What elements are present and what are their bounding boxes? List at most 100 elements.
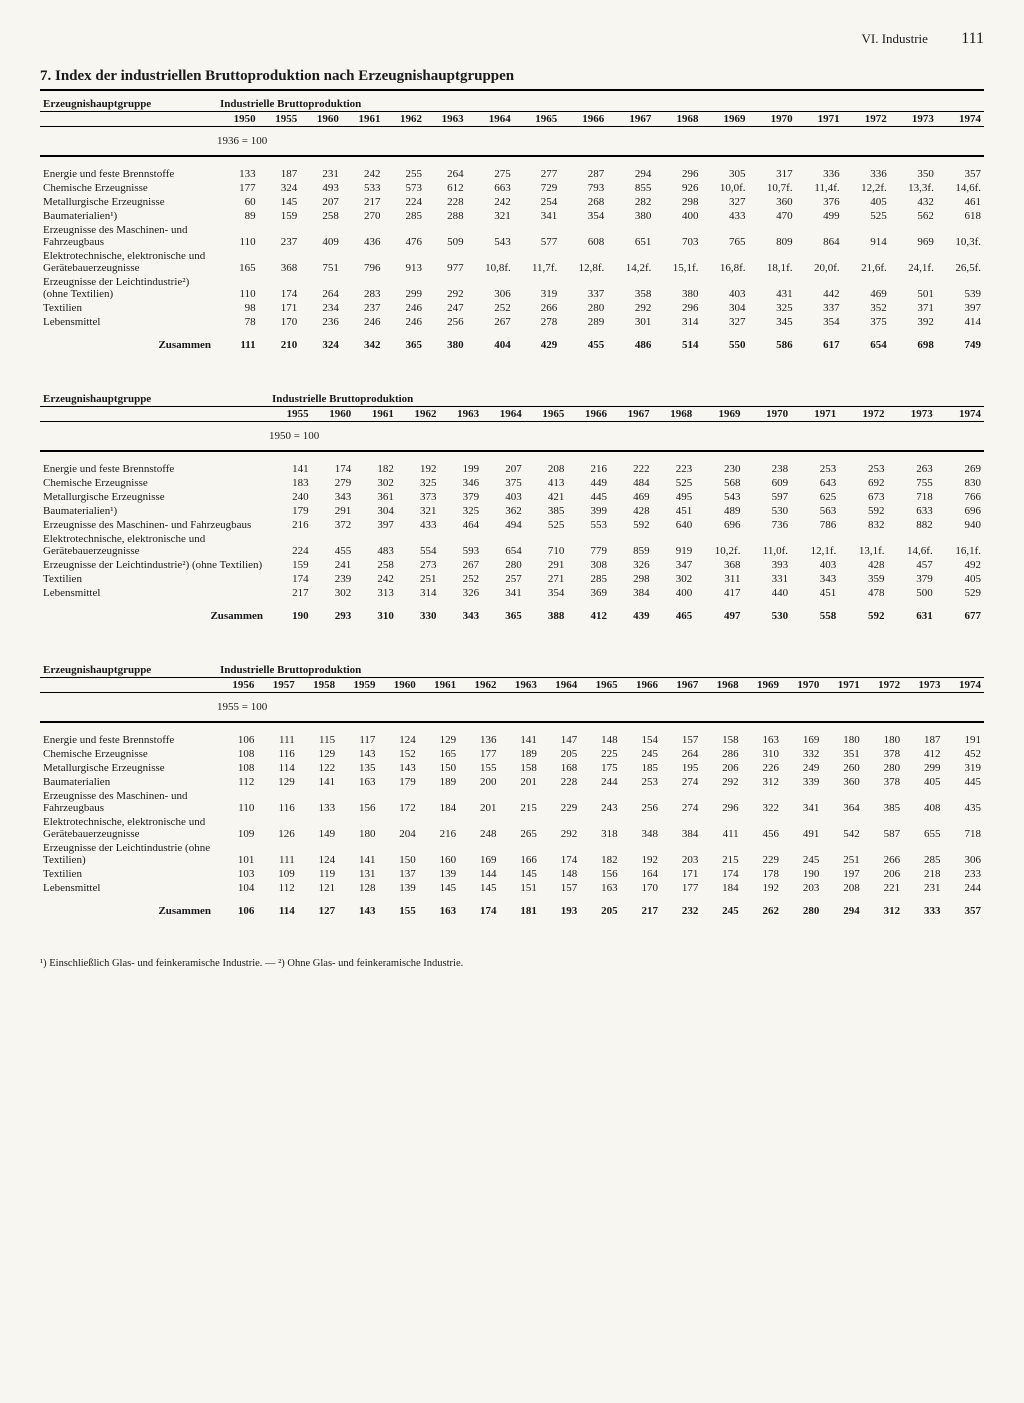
sum-row: Zusammen10611412714315516317418119320521… [40,895,984,918]
value-cell: 371 [890,301,937,315]
year-header: 1959 [338,678,378,693]
sum-cell: 174 [459,895,499,918]
year-header: 1961 [354,407,397,422]
value-cell: 296 [654,167,701,181]
value-cell: 940 [936,518,984,532]
value-cell: 729 [514,181,560,195]
value-cell: 10,2f. [695,532,743,558]
value-cell: 736 [743,518,791,532]
value-cell: 228 [540,775,580,789]
value-cell: 258 [300,209,342,223]
year-header: 1972 [863,678,903,693]
value-cell: 696 [695,518,743,532]
year-header: 1968 [654,112,701,127]
value-cell: 411 [701,815,741,841]
value-cell: 288 [425,209,467,223]
value-cell: 489 [695,504,743,518]
row-label: Lebensmittel [40,881,217,895]
value-cell: 171 [259,301,301,315]
value-cell: 251 [822,841,862,867]
value-cell: 143 [378,761,418,775]
value-cell: 337 [560,275,607,301]
value-cell: 360 [749,195,796,209]
table-row: Lebensmittel7817023624624625626727828930… [40,315,984,329]
value-cell: 230 [695,462,743,476]
value-cell: 157 [540,881,580,895]
value-cell: 285 [383,209,425,223]
value-cell: 554 [397,532,440,558]
value-cell: 251 [397,572,440,586]
section-label: VI. Industrie [862,31,928,46]
value-cell: 242 [467,195,514,209]
value-cell: 403 [482,490,525,504]
value-cell: 166 [500,841,540,867]
value-cell: 101 [217,841,257,867]
value-cell: 203 [661,841,701,867]
value-cell: 358 [607,275,654,301]
value-cell: 314 [397,586,440,600]
value-cell: 260 [822,761,862,775]
value-cell: 346 [440,476,483,490]
value-cell: 431 [749,275,796,301]
value-cell: 385 [525,504,568,518]
value-cell: 337 [796,301,843,315]
sum-cell: 193 [540,895,580,918]
value-cell: 440 [743,586,791,600]
column-header-metric: Industrielle Bruttoproduktion [269,392,984,407]
value-cell: 855 [607,181,654,195]
value-cell: 163 [580,881,620,895]
sum-cell: 293 [312,600,355,623]
value-cell: 380 [654,275,701,301]
year-header: 1960 [300,112,342,127]
value-cell: 266 [514,301,560,315]
value-cell: 133 [217,167,259,181]
value-cell: 145 [259,195,301,209]
value-cell: 237 [342,301,384,315]
value-cell: 319 [943,761,984,775]
value-cell: 913 [383,249,425,275]
value-cell: 612 [425,181,467,195]
sum-label: Zusammen [40,329,217,352]
value-cell: 493 [300,181,342,195]
value-cell: 319 [514,275,560,301]
value-cell: 373 [397,490,440,504]
empty-cell [40,678,217,693]
value-cell: 192 [621,841,661,867]
value-cell: 111 [257,733,297,747]
value-cell: 529 [936,586,984,600]
value-cell: 119 [298,867,338,881]
value-cell: 718 [888,490,936,504]
year-header: 1950 [217,112,259,127]
value-cell: 137 [378,867,418,881]
value-cell: 201 [500,775,540,789]
table-block: ErzeugnishauptgruppeIndustrielle Bruttop… [40,392,984,623]
year-header: 1968 [653,407,696,422]
table-row: Chemische Erzeugnisse1832793023253463754… [40,476,984,490]
row-label: Energie und feste Brennstoffe [40,167,217,181]
value-cell: 433 [397,518,440,532]
value-cell: 189 [419,775,459,789]
value-cell: 285 [567,572,610,586]
value-cell: 199 [440,462,483,476]
value-cell: 339 [782,775,822,789]
sum-cell: 106 [217,895,257,918]
value-cell: 175 [580,761,620,775]
value-cell: 207 [482,462,525,476]
value-cell: 133 [298,789,338,815]
value-cell: 115 [298,733,338,747]
value-cell: 568 [695,476,743,490]
table-row: Textilien1031091191311371391441451481561… [40,867,984,881]
value-cell: 177 [661,881,701,895]
value-cell: 492 [936,558,984,572]
table-row: Chemische Erzeugnisse1773244935335736126… [40,181,984,195]
value-cell: 399 [567,504,610,518]
row-label: Erzeugnisse der Leichtindustrie (ohne Te… [40,841,217,867]
empty-cell [40,422,269,452]
table-row: Erzeugnisse des Maschinen- und Fahrzeugb… [40,223,984,249]
value-cell: 163 [742,733,782,747]
value-cell: 796 [342,249,384,275]
value-cell: 237 [259,223,301,249]
year-header: 1966 [560,112,607,127]
value-cell: 273 [397,558,440,572]
value-cell: 280 [482,558,525,572]
